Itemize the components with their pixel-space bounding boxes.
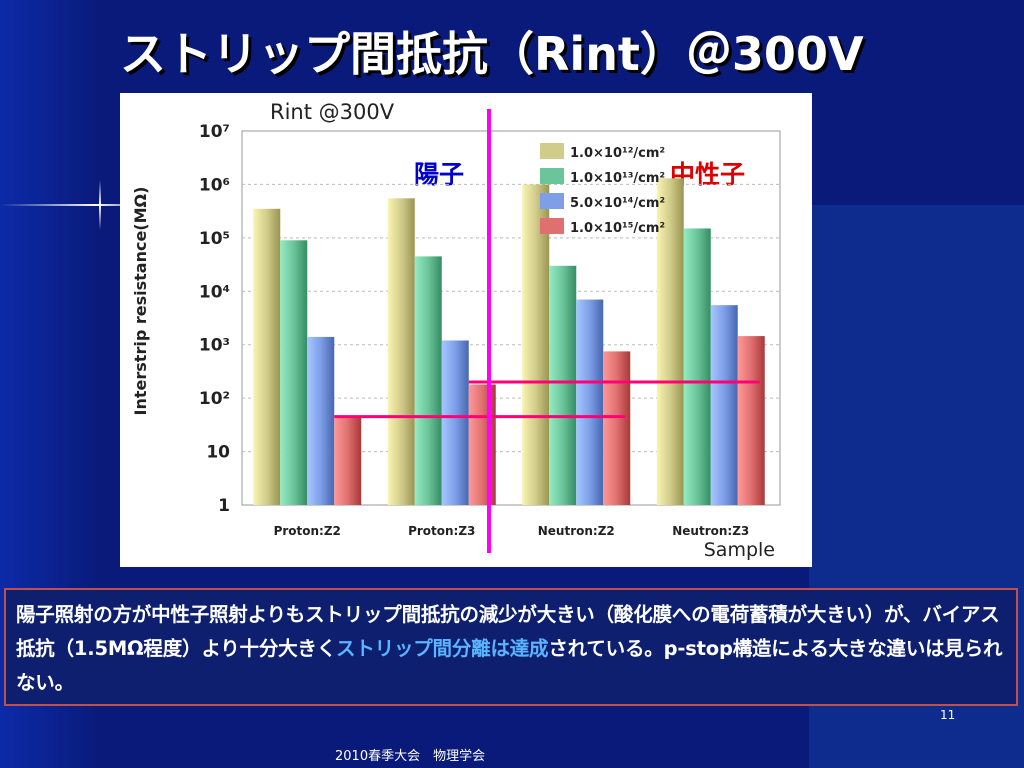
plot-frame (241, 130, 781, 506)
x-axis-label: Sample (704, 539, 775, 561)
summary-textbox: 陽子照射の方が中性子照射よりもストリップ間抵抗の減少が大きい（酸化膜への電荷蓄積… (4, 588, 1018, 706)
legend-label: 1.0×10¹⁵/cm² (570, 221, 665, 236)
summary-text-part1: 陽子照射の方が中性子照射よりもストリップ間抵抗の減少が大きい（酸化膜への電荷蓄積… (16, 603, 1000, 660)
y-tick-label: 1 (218, 496, 230, 516)
y-tick-label: 10³ (199, 336, 230, 356)
chart-title: Rint @300V (270, 100, 395, 124)
legend-label: 1.0×10¹²/cm² (570, 146, 665, 161)
x-tick-label: Proton:Z2 (274, 524, 341, 538)
bar (334, 416, 362, 505)
legend-swatch (540, 218, 564, 234)
y-tick-label: 10 (206, 443, 230, 463)
y-tick-label: 10² (199, 389, 230, 409)
chart-container: Rint @300V Interstrip resistance(MΩ) Sam… (120, 93, 812, 567)
slide-title: ストリップ間抵抗（Rint）＠300V (120, 27, 864, 81)
y-tick-label: 10⁷ (199, 122, 230, 142)
x-tick-label: Neutron:Z2 (538, 524, 615, 538)
y-tick-label: 10⁶ (199, 175, 230, 195)
bar (683, 228, 711, 505)
sparkle-horizontal-decoration (0, 204, 160, 206)
legend-label: 1.0×10¹³/cm² (570, 171, 665, 186)
legend-label: 5.0×10¹⁴/cm² (570, 196, 665, 211)
bar-chart: Rint @300V Interstrip resistance(MΩ) Sam… (131, 100, 781, 561)
page-number: 11 (940, 708, 956, 722)
proton-annotation: 陽子 (414, 160, 464, 189)
summary-text-part2: されている。p-stop構造による大きな違いは見られない。 (16, 637, 1003, 694)
footer: 2010春季大会 物理学会 (335, 749, 486, 764)
bar (414, 256, 442, 505)
y-axis-label: Interstrip resistance(MΩ) (131, 187, 150, 416)
y-tick-label: 10⁵ (199, 229, 230, 249)
x-tick-label: Proton:Z3 (408, 524, 475, 538)
bar (387, 198, 415, 505)
x-tick-label: Neutron:Z3 (672, 524, 749, 538)
bar (307, 336, 335, 505)
bar (441, 340, 469, 505)
bar (253, 208, 281, 505)
legend-swatch (540, 168, 564, 184)
y-tick-label: 10⁴ (199, 282, 230, 302)
bar (656, 178, 684, 505)
bar (710, 305, 738, 505)
bar (576, 299, 604, 505)
bar (603, 351, 631, 505)
bar (280, 240, 308, 506)
bar (468, 384, 496, 505)
legend-swatch (540, 143, 564, 159)
bar (522, 184, 550, 505)
summary-highlight: ストリップ間分離は達成 (336, 637, 549, 660)
legend-swatch (540, 193, 564, 209)
bar (549, 265, 577, 505)
bar (737, 336, 765, 505)
sparkle-vertical-decoration (99, 180, 101, 230)
